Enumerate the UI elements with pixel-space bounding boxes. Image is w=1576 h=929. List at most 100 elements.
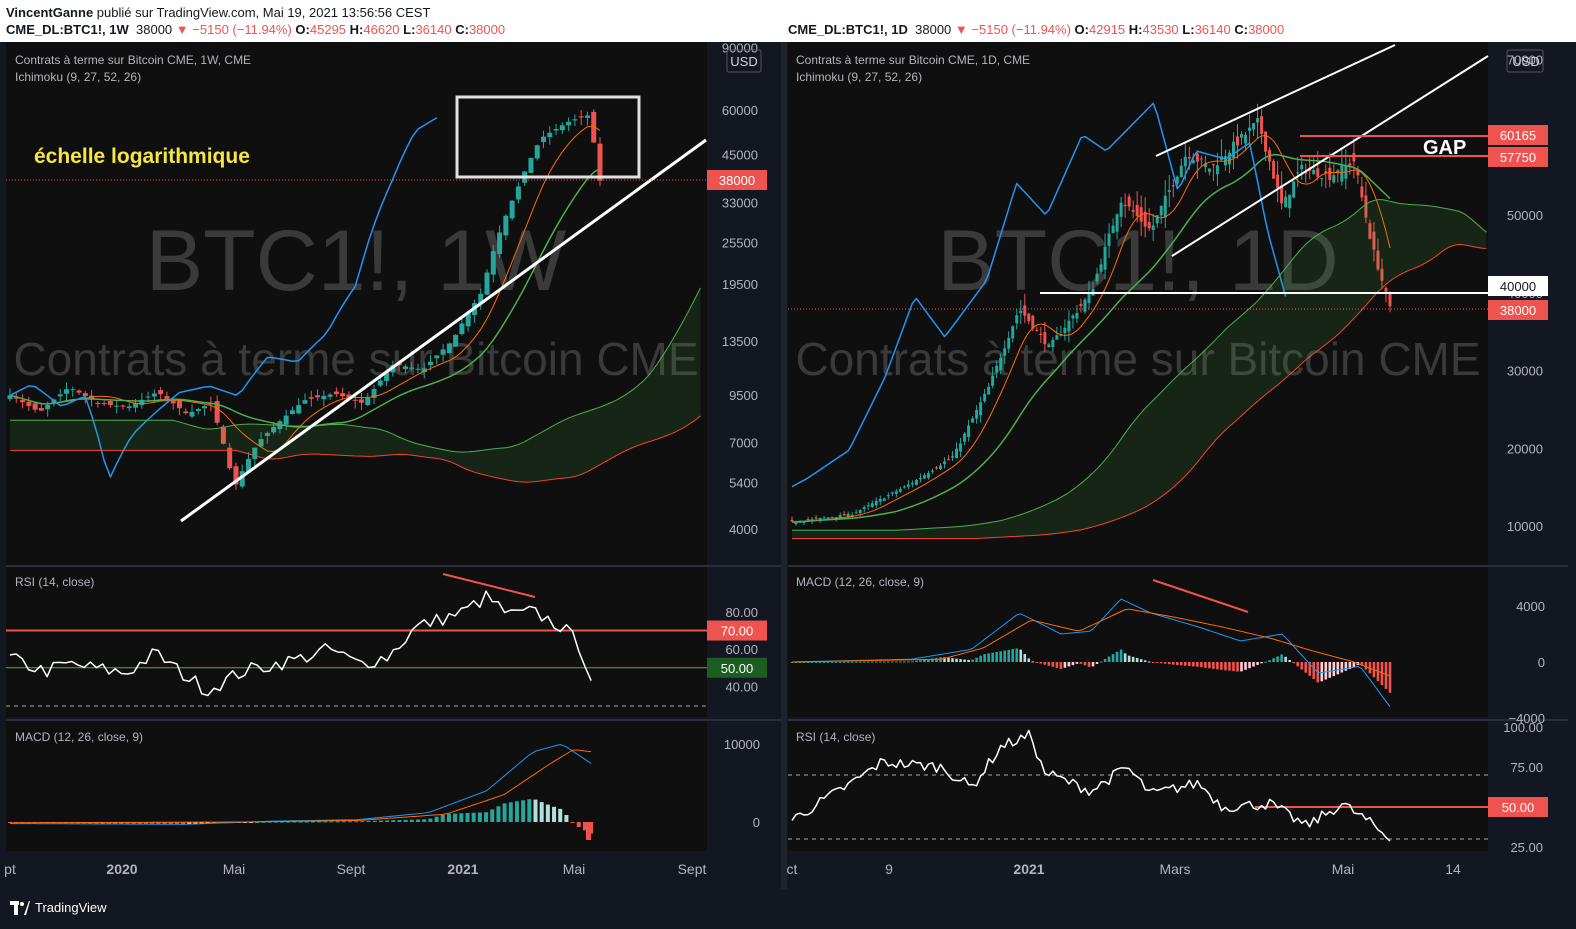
d-candle xyxy=(902,486,906,488)
d-candle xyxy=(991,375,995,386)
d-macd-hist-bar xyxy=(818,661,822,663)
w-candle xyxy=(183,411,189,414)
w-candle xyxy=(333,391,339,395)
right-close: 38000 xyxy=(1248,22,1285,37)
d-candle xyxy=(1163,195,1167,218)
w-candle xyxy=(76,390,82,393)
w-macd-hist-bar xyxy=(131,822,136,824)
d-candle xyxy=(850,514,854,517)
w-candle xyxy=(220,426,226,444)
w-candle xyxy=(315,395,321,398)
d-macd-hist-bar xyxy=(1095,662,1099,664)
w-candle xyxy=(63,389,69,394)
d-candle xyxy=(1107,233,1111,246)
d-candle xyxy=(1280,185,1284,204)
d-macd-hist-bar xyxy=(1019,649,1023,662)
w-rsi-tick-0: 80.00 xyxy=(725,605,758,620)
d-candle xyxy=(1047,344,1051,348)
w-candle xyxy=(578,116,584,118)
d-candle xyxy=(1147,221,1151,229)
d-macd-hist-bar xyxy=(1324,662,1328,680)
d-candle xyxy=(1264,131,1268,152)
d-macd-hist-bar xyxy=(1184,662,1187,666)
w-rsi-tick-2: 40.00 xyxy=(725,679,758,694)
d-candle xyxy=(1083,299,1087,312)
d-candle xyxy=(1348,163,1352,166)
w-candle xyxy=(421,368,427,373)
d-macd-hist-bar xyxy=(955,658,958,662)
d-pane-sep-0 xyxy=(788,565,1568,567)
w-macd-hist-bar xyxy=(168,822,173,825)
d-macd-hist-bar xyxy=(967,659,970,662)
d-candle xyxy=(1316,168,1320,177)
w-candle xyxy=(7,395,13,400)
w-last-price-label-bg xyxy=(707,170,767,190)
d-candle xyxy=(1099,264,1103,272)
w-candle xyxy=(509,200,515,219)
d-candle xyxy=(955,448,959,459)
d-macd-hist-bar xyxy=(1196,662,1199,667)
d-candle xyxy=(1296,172,1300,174)
d-candle xyxy=(1320,178,1324,180)
w-candle xyxy=(101,403,107,405)
w-candle xyxy=(358,399,364,403)
author-name[interactable]: VincentGanne xyxy=(6,5,94,20)
w-macd-hist-bar xyxy=(144,822,149,824)
tradingview-logo-icon xyxy=(10,901,30,915)
w-macd-hist-bar xyxy=(533,799,538,822)
d-macd-hist-bar xyxy=(903,661,906,663)
d-candle xyxy=(999,358,1003,371)
footer: TradingView xyxy=(0,889,1576,929)
charts-canvas[interactable]: BTC1!, 1W Contrats à terme sur Bitcoin CM… xyxy=(0,42,1576,889)
w-title: Contrats à terme sur Bitcoin CME, 1W, CM… xyxy=(15,53,251,67)
d-macd-hist-bar xyxy=(987,653,990,662)
w-candle xyxy=(26,401,32,406)
w-candle xyxy=(377,380,383,386)
w-macd-hist-bar xyxy=(521,800,526,822)
w-candle xyxy=(503,215,509,236)
w-candle xyxy=(591,111,597,143)
d-macd-hist-bar xyxy=(1171,662,1175,665)
d-candle xyxy=(1071,315,1075,319)
w-xtick-5: Mai xyxy=(563,861,586,877)
w-ytick-10: 4000 xyxy=(729,522,758,537)
d-candle xyxy=(802,521,806,523)
d-candle xyxy=(894,491,898,494)
d-candle xyxy=(987,386,991,395)
d-macd-hist-bar xyxy=(794,661,798,663)
d-macd-hist-bar xyxy=(1380,662,1384,686)
d-gap-top-label: 60165 xyxy=(1500,128,1536,143)
w-macd-hist-bar xyxy=(292,821,297,823)
tradingview-brand[interactable]: TradingView xyxy=(35,900,107,915)
d-macd-hist-bar xyxy=(1063,662,1067,668)
w-candle xyxy=(528,157,534,173)
d-candle xyxy=(1119,202,1123,217)
d-candle xyxy=(983,393,987,402)
w-macd-hist-bar xyxy=(539,802,544,822)
d-macd-hist-bar xyxy=(806,661,810,663)
d-macd-hist-bar xyxy=(971,659,974,662)
w-candle xyxy=(13,397,19,399)
d-lagging-span xyxy=(791,102,1287,488)
d-candle xyxy=(938,465,942,470)
d-candle xyxy=(1284,196,1288,208)
w-macd-hist-bar xyxy=(360,821,365,823)
d-macd-hist-bar xyxy=(1151,662,1155,663)
d-macd-hist-bar xyxy=(854,661,858,663)
d-macd-hist-bar xyxy=(858,661,862,663)
d-candle xyxy=(922,475,926,479)
right-last: 38000 xyxy=(915,22,952,37)
d-macd-hist-bar xyxy=(1083,662,1087,666)
w-xtick-3: Sept xyxy=(337,861,366,877)
d-macd-hist-bar xyxy=(931,658,934,662)
w-macd-hist-bar xyxy=(527,799,532,822)
publish-header: VincentGanne publié sur TradingView.com,… xyxy=(0,0,1576,42)
w-macd-hist-bar xyxy=(181,822,186,825)
d-kumo-cloud xyxy=(792,199,1487,539)
w-rsi-line xyxy=(9,590,592,697)
d-candle xyxy=(1127,196,1131,207)
w-macd-hist-bar xyxy=(255,821,260,823)
d-candle xyxy=(870,503,874,507)
w-candle xyxy=(139,399,145,406)
d-senkou-a xyxy=(792,199,1487,531)
